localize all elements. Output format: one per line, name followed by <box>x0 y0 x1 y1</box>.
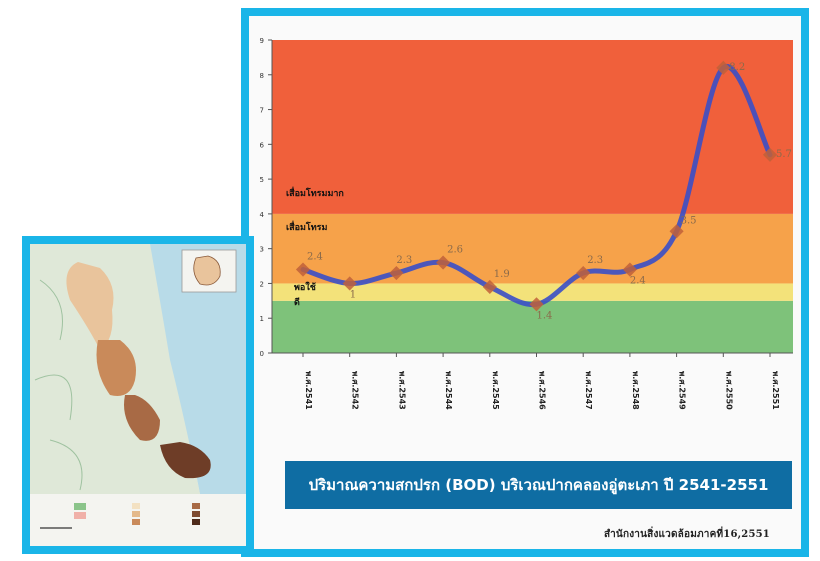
band-2 <box>272 213 793 284</box>
y-tick-label: 7 <box>260 107 264 115</box>
data-label: 1.9 <box>494 269 510 280</box>
data-point <box>762 147 778 162</box>
data-label: 3.5 <box>681 215 697 226</box>
y-tick-label: 2 <box>260 280 264 288</box>
band-label: เสื่อมโทรมมาก <box>286 186 344 199</box>
data-point <box>716 60 731 75</box>
chart-caption: ปริมาณความสกปรก (BOD) บริเวณปากคลองอู่ตะ… <box>285 461 792 509</box>
band-label: ดี <box>294 297 300 308</box>
x-tick-label: พ.ศ.2550 <box>724 371 733 410</box>
y-tick-label: 0 <box>260 350 264 358</box>
data-point <box>576 265 591 281</box>
band-3 <box>272 40 793 214</box>
data-point <box>669 224 684 239</box>
y-tick-label: 6 <box>260 141 265 149</box>
x-axis: พ.ศ.2541 พ.ศ.2542 พ.ศ.2543 พ.ศ.2544 พ.ศ.2545… <box>272 352 793 410</box>
data-point <box>482 279 497 294</box>
data-label: 8.2 <box>729 62 745 73</box>
data-label: 2.3 <box>587 255 603 266</box>
x-tick-label: พ.ศ.2544 <box>444 371 453 410</box>
bod-series: 2.4 1 2.3 2.6 1.9 1.4 2.3 2.4 3.5 8.2 5.7 <box>295 60 792 321</box>
band-label: เสื่อมโทรม <box>286 220 328 233</box>
data-point <box>342 276 357 291</box>
x-tick-label: พ.ศ.2548 <box>631 371 640 410</box>
data-label: 2.3 <box>396 255 412 266</box>
y-tick-label: 8 <box>260 72 264 80</box>
quality-bands <box>272 40 793 353</box>
data-point <box>389 265 404 281</box>
y-tick-label: 3 <box>260 246 264 254</box>
data-label: 1 <box>350 289 356 300</box>
data-point <box>436 255 451 270</box>
data-label: 5.7 <box>776 149 792 160</box>
data-point <box>529 297 544 312</box>
y-tick-label: 1 <box>260 315 264 323</box>
data-label: 2.4 <box>630 276 646 287</box>
band-label: พอใช้ <box>294 281 316 293</box>
x-tick-label: พ.ศ.2545 <box>491 371 500 410</box>
y-tick-label: 9 <box>260 37 264 45</box>
y-tick-label: 4 <box>260 211 265 219</box>
x-tick-label: พ.ศ.2542 <box>351 371 360 410</box>
band-1 <box>272 283 793 301</box>
x-tick-label: พ.ศ.2547 <box>584 371 593 410</box>
data-label: 2.6 <box>447 245 463 256</box>
data-label: 2.4 <box>307 252 323 263</box>
x-tick-label: พ.ศ.2546 <box>538 371 547 410</box>
band-0 <box>272 300 793 353</box>
x-tick-label: พ.ศ.2551 <box>771 371 780 410</box>
x-tick-label: พ.ศ.2543 <box>397 371 406 410</box>
data-label: 1.4 <box>537 310 553 321</box>
data-point <box>295 262 311 277</box>
y-axis: 0 1 2 3 4 5 6 7 8 9 <box>260 37 273 358</box>
source-credit: สำนักงานสิ่งแวดล้อมภาคที่16,2551 <box>604 529 770 540</box>
y-tick-label: 5 <box>260 176 264 184</box>
x-tick-label: พ.ศ.2549 <box>678 371 687 410</box>
data-point <box>622 262 637 277</box>
x-tick-label: พ.ศ.2541 <box>304 371 313 410</box>
